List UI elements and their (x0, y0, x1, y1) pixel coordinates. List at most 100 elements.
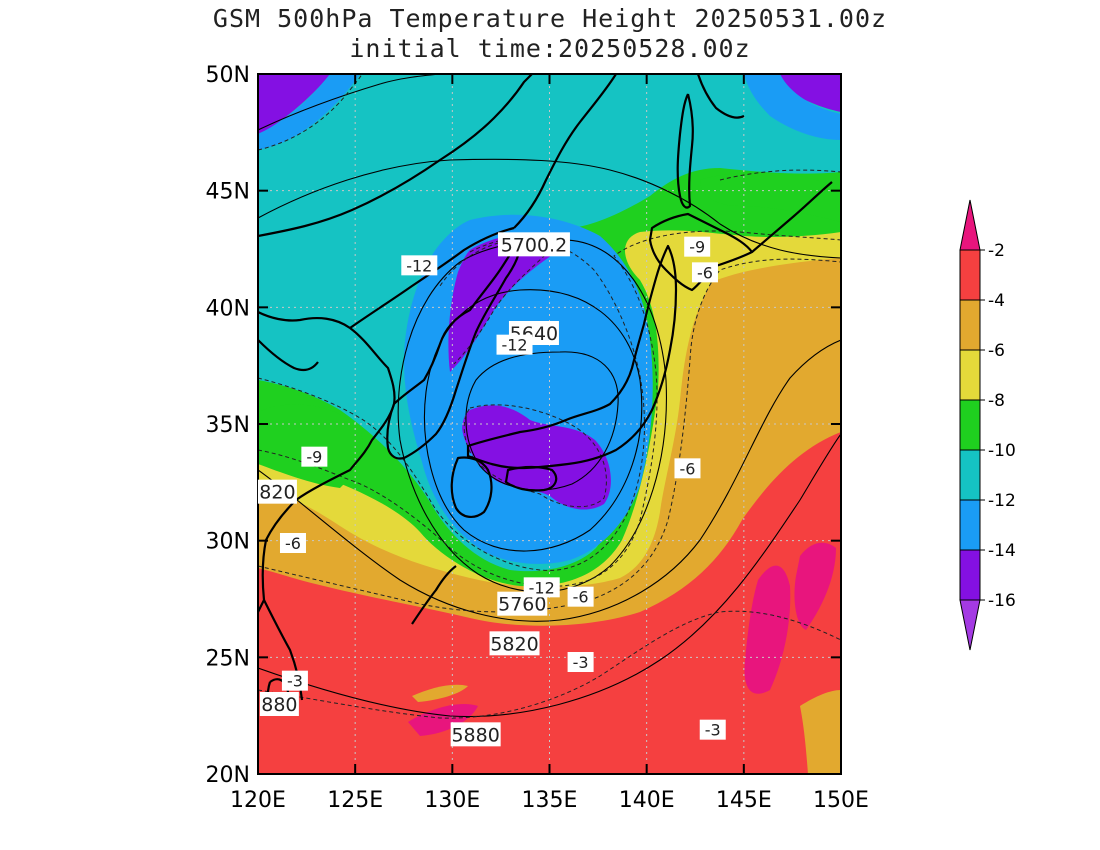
temperature-contour-labels: -12 -12 -9 -6 -12 -6 -9 -6 -6 -3 -3 -3 (279, 236, 726, 740)
lon-label: 120E (230, 788, 286, 813)
temp-label-box (496, 334, 533, 355)
colorbar-bottom-arrow (959, 599, 981, 651)
band-magenta-2 (794, 542, 836, 630)
height-label: 5880 (451, 724, 499, 746)
height-label-box (489, 631, 540, 656)
temp-label: -9 (306, 448, 322, 467)
temp-label-box (401, 255, 438, 276)
lon-label: 130E (424, 788, 480, 813)
band-magenta-3 (408, 703, 478, 736)
colorbar-label: -2 (988, 241, 1005, 261)
colorbar-segment (959, 299, 981, 351)
temp-label-box (674, 458, 701, 479)
band-blue-ne (744, 74, 841, 140)
lat-label: 30N (206, 530, 250, 555)
colorbar-top-arrow (959, 199, 981, 251)
colorbar-label: -14 (988, 541, 1016, 561)
temp-label-box (281, 670, 308, 691)
coast-honshu (466, 244, 678, 470)
height-contour-5580 (258, 158, 841, 259)
height-label: 5700.2 (501, 234, 567, 256)
temp-label-box (567, 652, 594, 672)
temp-label: -3 (573, 653, 589, 672)
band-orange-se (800, 690, 841, 774)
coast-ryukyu (411, 565, 457, 625)
temp-label: -12 (406, 256, 432, 275)
coast-mainland-north (258, 74, 533, 238)
height-contour-5820 (258, 339, 841, 622)
height-contour-5880 (258, 433, 841, 718)
band-blue-nw (258, 74, 360, 150)
temp-label-box (699, 719, 726, 740)
lat-label: 50N (206, 63, 250, 88)
temp-label: -3 (287, 672, 303, 691)
height-label: 5820 (490, 633, 538, 655)
band-purple-ne (780, 74, 841, 112)
temp-label: -3 (705, 721, 721, 740)
colorbar-segment (959, 399, 981, 451)
colorbar: -2 -4 -6 -8 -10 -12 -14 -16 (959, 199, 1016, 651)
temp-contour-minus6 (258, 258, 841, 613)
colorbar-label: -16 (988, 591, 1016, 611)
coast-hokkaido (648, 212, 754, 292)
height-contours (258, 74, 841, 718)
band-green-west-strip (258, 404, 363, 488)
lat-label: 20N (206, 763, 250, 788)
coast-russia-primorye (513, 74, 617, 229)
temp-label-box (523, 577, 560, 598)
coast-sakhalin (676, 93, 694, 209)
temp-contour-minus3 (258, 610, 841, 719)
temp-label: -6 (573, 588, 589, 607)
colorbar-segment (959, 349, 981, 401)
colorbar-segment (959, 249, 981, 301)
temp-label-box (684, 236, 711, 257)
temp-label: -12 (501, 336, 527, 355)
colorbar-segment (959, 499, 981, 551)
lon-label: 125E (327, 788, 383, 813)
height-label-box (450, 722, 501, 747)
temp-contour-ne (719, 169, 841, 181)
temp-label-box (567, 586, 594, 607)
lat-label: 25N (206, 646, 250, 671)
band-green-east-strip (700, 172, 841, 222)
temp-label: -6 (697, 263, 713, 282)
temp-label-box (279, 533, 306, 553)
map-title-line1: GSM 500hPa Temperature Height 20250531.0… (212, 4, 888, 33)
lat-label: 35N (206, 413, 250, 438)
temp-label: -6 (680, 459, 696, 478)
lon-label: 135E (522, 788, 578, 813)
longitude-labels: 120E 125E 130E 135E 140E 145E 150E (230, 788, 869, 813)
band-magenta-1 (744, 565, 791, 694)
height-label-box (257, 479, 297, 504)
colorbar-label: -12 (988, 491, 1016, 511)
colorbar-label: -4 (988, 291, 1005, 311)
temp-label-box (301, 446, 328, 467)
lat-label: 40N (206, 296, 250, 321)
temp-label: -12 (529, 578, 555, 597)
coast-kyushu (450, 456, 493, 518)
map-title-line2: initial time:20250528.00z (349, 34, 751, 63)
band-orange-patch (412, 684, 468, 702)
height-contour-5700 (423, 289, 643, 552)
coast-kurils (751, 181, 833, 253)
temp-label: -9 (689, 238, 705, 257)
height-label-box (497, 232, 570, 257)
coast-shikoku (504, 465, 558, 492)
temp-label-box (691, 262, 718, 283)
temp-contour-minus15 (463, 404, 607, 508)
coast-bohai (258, 339, 319, 372)
colorbar-segment (959, 449, 981, 501)
coast-korea (386, 236, 522, 460)
band-purple-north (448, 234, 557, 372)
height-label: 5760 (498, 594, 546, 616)
colorbar-segment (959, 549, 981, 601)
lon-label: 145E (716, 788, 772, 813)
lon-label: 150E (813, 788, 869, 813)
temp-contour-nw (258, 74, 363, 151)
height-label: 880 (261, 694, 297, 716)
lon-label: 140E (619, 788, 675, 813)
lat-lon-grid (258, 74, 841, 774)
coast-asia-mainland (258, 311, 396, 613)
